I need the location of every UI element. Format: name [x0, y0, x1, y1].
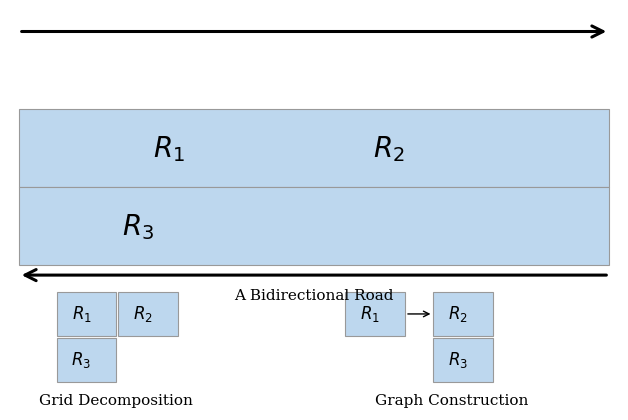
Bar — [19, 109, 609, 187]
Text: $\mathbf{\mathit{R}}_2$: $\mathbf{\mathit{R}}_2$ — [374, 134, 405, 164]
Text: $\mathbf{\mathit{R}}_3$: $\mathbf{\mathit{R}}_3$ — [448, 350, 468, 370]
Text: $\mathbf{\mathit{R}}_3$: $\mathbf{\mathit{R}}_3$ — [122, 212, 154, 241]
Bar — [433, 338, 493, 382]
Text: $\mathbf{\mathit{R}}_2$: $\mathbf{\mathit{R}}_2$ — [133, 304, 153, 324]
Text: $\mathbf{\mathit{R}}_1$: $\mathbf{\mathit{R}}_1$ — [153, 134, 186, 164]
Bar — [345, 292, 405, 336]
Text: Grid Decomposition: Grid Decomposition — [39, 394, 193, 408]
Bar — [19, 187, 609, 265]
Text: A Bidirectional Road: A Bidirectional Road — [234, 289, 394, 303]
Text: $\mathbf{\mathit{R}}_3$: $\mathbf{\mathit{R}}_3$ — [72, 350, 92, 370]
Bar — [57, 338, 116, 382]
Text: $\mathbf{\mathit{R}}_2$: $\mathbf{\mathit{R}}_2$ — [448, 304, 468, 324]
Text: Graph Construction: Graph Construction — [376, 394, 529, 408]
Bar — [118, 292, 178, 336]
Text: $\mathbf{\mathit{R}}_1$: $\mathbf{\mathit{R}}_1$ — [360, 304, 381, 324]
Text: $\mathbf{\mathit{R}}_1$: $\mathbf{\mathit{R}}_1$ — [72, 304, 92, 324]
Bar — [433, 292, 493, 336]
Bar — [57, 292, 116, 336]
